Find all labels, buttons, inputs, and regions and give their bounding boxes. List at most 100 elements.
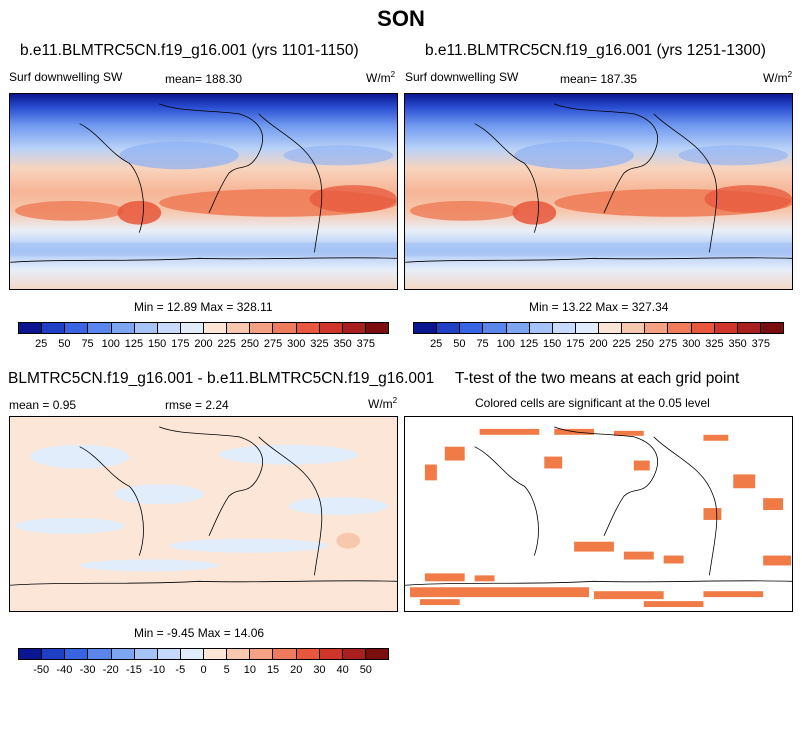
significant-cell — [474, 575, 495, 582]
significant-cell — [424, 573, 465, 582]
colorbar-swatch — [42, 323, 66, 333]
panel2-title: b.e11.BLMTRC5CN.f19_g16.001 (yrs 1251-13… — [425, 42, 766, 59]
colorbar-swatch — [575, 323, 599, 333]
panel2-map-svg — [405, 94, 792, 289]
panel4-subtitle: Colored cells are significant at the 0.0… — [475, 396, 710, 410]
colorbar-swatch — [319, 649, 343, 659]
colorbar-tick-label: 275 — [263, 338, 283, 350]
significant-cell — [663, 555, 684, 564]
colorbar-swatch — [250, 323, 274, 333]
colorbar-tick-label: 350 — [728, 338, 747, 350]
colorbar-swatch — [599, 323, 623, 333]
colorbar-tick-label: 50 — [58, 338, 71, 350]
colorbar-tick-label: 225 — [217, 338, 236, 350]
colorbar-tick-label: 40 — [336, 664, 349, 676]
colorbar-swatch — [204, 649, 228, 659]
significant-cell — [703, 434, 729, 441]
colorbar-tick-label: 375 — [751, 338, 770, 350]
colorbar-tick-label: 75 — [81, 338, 94, 350]
colorbar-tick-label: 75 — [476, 338, 489, 350]
colorbar-swatch — [180, 323, 204, 333]
colorbar-swatch — [622, 323, 646, 333]
colorbar-tick-label: 20 — [290, 664, 303, 676]
colorbar-swatch — [342, 323, 366, 333]
colorbar-swatch — [645, 323, 669, 333]
colorbar-swatch — [19, 649, 43, 659]
significant-cell — [574, 541, 614, 552]
colorbar-swatch — [552, 323, 576, 333]
significant-cell — [444, 446, 465, 461]
significant-cell — [733, 474, 756, 489]
colorbar-swatch — [111, 323, 135, 333]
colorbar-swatch — [273, 649, 297, 659]
significant-cell — [479, 428, 540, 435]
colorbar-tick-label: 200 — [194, 338, 213, 350]
colorbar-swatch — [483, 323, 507, 333]
colorbar-swatch — [342, 649, 366, 659]
panel1-minmax: Min = 12.89 Max = 328.11 — [134, 300, 273, 314]
significant-cell — [703, 591, 764, 598]
colorbar-swatch — [273, 323, 297, 333]
significant-cell — [763, 555, 792, 566]
colorbar-tick-label: 200 — [589, 338, 608, 350]
panel1-mean: mean= 188.30 — [165, 72, 243, 86]
colorbar-swatch — [760, 323, 783, 333]
colorbar-tick-label: -50 — [33, 664, 50, 676]
panel3-map — [9, 416, 398, 612]
colorbar-tick-label: 275 — [658, 338, 678, 350]
colorbar-tick-label: 30 — [313, 664, 326, 676]
colorbar-tick-label: 25 — [430, 338, 443, 350]
colorbar-tick-label: 100 — [496, 338, 515, 350]
significant-cell — [643, 601, 704, 608]
colorbar-swatch — [365, 649, 388, 659]
colorbar-tick-label: 250 — [240, 338, 260, 350]
colorbar-tick-label: 300 — [287, 338, 306, 350]
colorbar-tick-label: 125 — [124, 338, 144, 350]
colorbar-swatch — [691, 323, 715, 333]
colorbar-swatch — [65, 323, 89, 333]
colorbar-swatch — [88, 649, 112, 659]
colorbar-tick-label: -10 — [149, 664, 166, 676]
panel2-units: W/m2 — [763, 70, 793, 85]
colorbar-swatch — [111, 649, 135, 659]
colorbar-tick-label: 350 — [333, 338, 352, 350]
colorbar-swatch — [134, 323, 158, 333]
panel3-title: BLMTRC5CN.f19_g16.001 - b.e11.BLMTRC5CN.… — [8, 370, 435, 387]
colorbar-tick-label: 0 — [200, 664, 207, 676]
significant-cell — [544, 456, 563, 469]
colorbar-tick-label: 125 — [519, 338, 539, 350]
panel4-map — [404, 416, 793, 612]
significant-cell — [613, 430, 644, 436]
panel2-mean: mean= 187.35 — [560, 72, 638, 86]
colorbar-swatch — [180, 649, 204, 659]
colorbar-swatch — [227, 649, 251, 659]
panel1-units: W/m2 — [366, 70, 396, 85]
colorbar-tick-label: 300 — [682, 338, 701, 350]
colorbar-tick-label: -40 — [56, 664, 73, 676]
colorbar-swatch — [506, 323, 530, 333]
colorbar-tick-label: 100 — [101, 338, 120, 350]
colorbar-swatch — [250, 649, 274, 659]
significant-cell — [633, 460, 650, 471]
significant-cell — [763, 498, 784, 511]
colorbar-tick-label: 325 — [310, 338, 329, 350]
colorbar-swatch — [529, 323, 553, 333]
panel3-rmse: rmse = 2.24 — [165, 398, 229, 412]
colorbar-swatch — [460, 323, 484, 333]
colorbar-swatch — [714, 323, 738, 333]
colorbar-tick-label: 225 — [612, 338, 631, 350]
panel1-map-svg — [10, 94, 397, 289]
page-title: SON — [377, 6, 425, 31]
colorbar-swatch — [134, 649, 158, 659]
colorbar-swatch — [157, 649, 181, 659]
colorbar-swatch — [365, 323, 388, 333]
colorbar-swatch — [414, 323, 438, 333]
panel4-title: T-test of the two means at each grid poi… — [455, 370, 740, 387]
panel3-units: W/m2 — [368, 396, 398, 411]
panel3-minmax: Min = -9.45 Max = 14.06 — [134, 626, 265, 640]
significant-cell — [424, 464, 437, 481]
significant-cell — [703, 508, 722, 520]
colorbar-tick-label: 375 — [356, 338, 375, 350]
colorbar-swatch — [737, 323, 761, 333]
colorbar-tick-label: 175 — [566, 338, 585, 350]
